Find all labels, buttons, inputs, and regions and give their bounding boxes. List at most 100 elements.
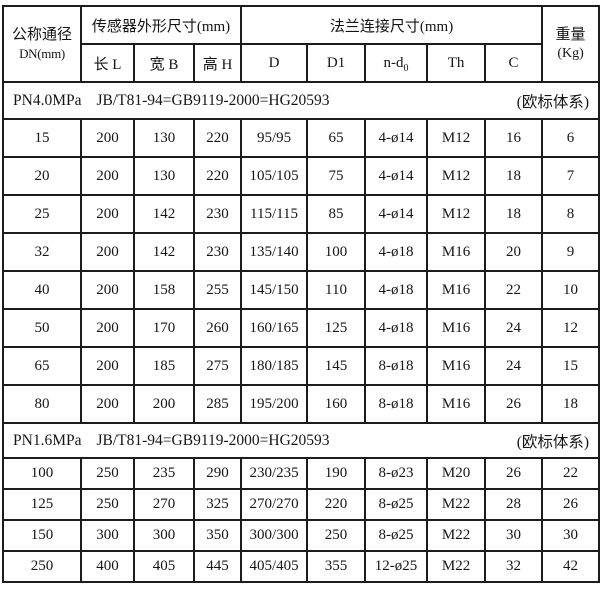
cell-dn: 50 [2,308,82,348]
cell-width-b: 170 [133,308,195,348]
cell-weight: 9 [541,232,600,272]
cell-length-l: 200 [80,118,135,158]
cell-d1: 190 [306,457,367,490]
header-sensor-dimensions-group: 传感器外形尺寸(mm) [79,5,243,45]
cell-length-l: 200 [80,194,135,234]
table-row-dn-32: 32 200 142 230 135/140 100 4-ø18 M16 20 9 [2,232,600,272]
cell-c: 18 [484,194,544,234]
cell-length-l: 400 [80,550,135,583]
pressure-rating-label: PN1.6MPa [13,431,82,449]
cell-d1: 100 [306,232,367,272]
table-row-dn-100: 100 250 235 290 230/235 190 8-ø23 M20 26 22 [2,457,600,490]
cell-n-d0: 8-ø25 [364,488,429,521]
pressure-section-cell: PN1.6MPa JB/T81-94=GB9119-2000=HG20593 (欧标… [1,422,600,459]
cell-th: M16 [426,346,487,386]
header-weight-unit-label: (Kg) [557,46,584,62]
cell-d1: 75 [306,156,367,196]
table-row-dn-250: 250 400 405 445 405/405 355 12-ø25 M22 32 42 [2,550,600,583]
header-length-l: 长 L [80,43,135,83]
header-n-d0: n-d0 [364,43,429,83]
cell-d: 230/235 [240,457,309,490]
table-row-dn-80: 80 200 200 285 195/200 160 8-ø18 M16 26 18 [2,384,600,424]
cell-weight: 26 [541,488,600,521]
cell-c: 22 [484,270,544,310]
cell-height-h: 230 [192,232,243,272]
cell-height-h: 445 [192,550,243,583]
cell-length-l: 200 [80,270,135,310]
cell-c: 28 [484,488,544,521]
cell-dn: 100 [2,457,82,490]
cell-n-d0: 4-ø18 [364,232,429,272]
cell-d1: 250 [306,519,367,552]
cell-d: 145/150 [240,270,309,310]
cell-th: M16 [426,308,487,348]
cell-dn: 80 [2,384,82,424]
table-row-dn-150: 150 300 300 350 300/300 250 8-ø25 M22 30 30 [2,519,600,552]
cell-th: M22 [426,488,487,521]
cell-height-h: 350 [192,519,243,552]
cell-d: 405/405 [240,550,309,583]
header-n-d0-subscript: 0 [403,62,409,74]
cell-dn: 150 [2,519,82,552]
cell-dn: 25 [2,194,82,234]
pressure-rating-label: PN4.0MPa [13,91,82,109]
cell-weight: 42 [541,550,600,583]
cell-dn: 65 [2,346,82,386]
header-d1: D1 [306,43,367,83]
cell-length-l: 300 [80,519,135,552]
cell-length-l: 250 [80,457,135,490]
cell-th: M12 [426,194,487,234]
table-row-dn-65: 65 200 185 275 180/185 145 8-ø18 M16 24 15 [2,346,600,386]
cell-dn: 15 [2,118,82,158]
cell-height-h: 260 [192,308,243,348]
header-nominal-diameter: 公称通径 DN(mm) [2,5,82,83]
cell-width-b: 130 [133,118,195,158]
cell-n-d0: 8-ø18 [364,384,429,424]
cell-length-l: 200 [80,308,135,348]
cell-weight: 18 [541,384,600,424]
cell-d1: 85 [306,194,367,234]
cell-width-b: 235 [133,457,195,490]
cell-length-l: 200 [80,346,135,386]
pressure-section-cell: PN4.0MPa JB/T81-94=GB9119-2000=HG20593 (欧标… [1,81,600,120]
cell-th: M16 [426,232,487,272]
cell-height-h: 290 [192,457,243,490]
cell-d1: 125 [306,308,367,348]
cell-th: M12 [426,118,487,158]
cell-c: 26 [484,384,544,424]
standard-system-note: (欧标体系) [516,433,590,451]
standard-system-note: (欧标体系) [516,93,590,111]
cell-th: M20 [426,457,487,490]
flange-standard-code: JB/T81-94=GB9119-2000=HG20593 [96,431,330,449]
cell-width-b: 405 [133,550,195,583]
cell-dn: 20 [2,156,82,196]
cell-d: 105/105 [240,156,309,196]
cell-n-d0: 4-ø14 [364,194,429,234]
cell-weight: 6 [541,118,600,158]
table-row-dn-125: 125 250 270 325 270/270 220 8-ø25 M22 28 26 [2,488,600,521]
cell-c: 16 [484,118,544,158]
cell-th: M16 [426,270,487,310]
cell-dn: 40 [2,270,82,310]
cell-weight: 22 [541,457,600,490]
cell-c: 24 [484,346,544,386]
cell-c: 32 [484,550,544,583]
cell-height-h: 220 [192,156,243,196]
cell-d1: 145 [306,346,367,386]
cell-d1: 65 [306,118,367,158]
cell-c: 26 [484,457,544,490]
cell-width-b: 142 [133,194,195,234]
cell-d: 160/165 [240,308,309,348]
header-weight-label: 重量 [555,26,586,43]
cell-c: 30 [484,519,544,552]
pressure-section-row: PN1.6MPa JB/T81-94=GB9119-2000=HG20593 (欧标… [1,422,600,459]
cell-c: 20 [484,232,544,272]
cell-weight: 10 [541,270,600,310]
cell-height-h: 230 [192,194,243,234]
cell-length-l: 200 [80,384,135,424]
cell-width-b: 142 [133,232,195,272]
cell-height-h: 220 [192,118,243,158]
cell-length-l: 250 [80,488,135,521]
header-width-b: 宽 B [133,43,195,83]
cell-width-b: 185 [133,346,195,386]
